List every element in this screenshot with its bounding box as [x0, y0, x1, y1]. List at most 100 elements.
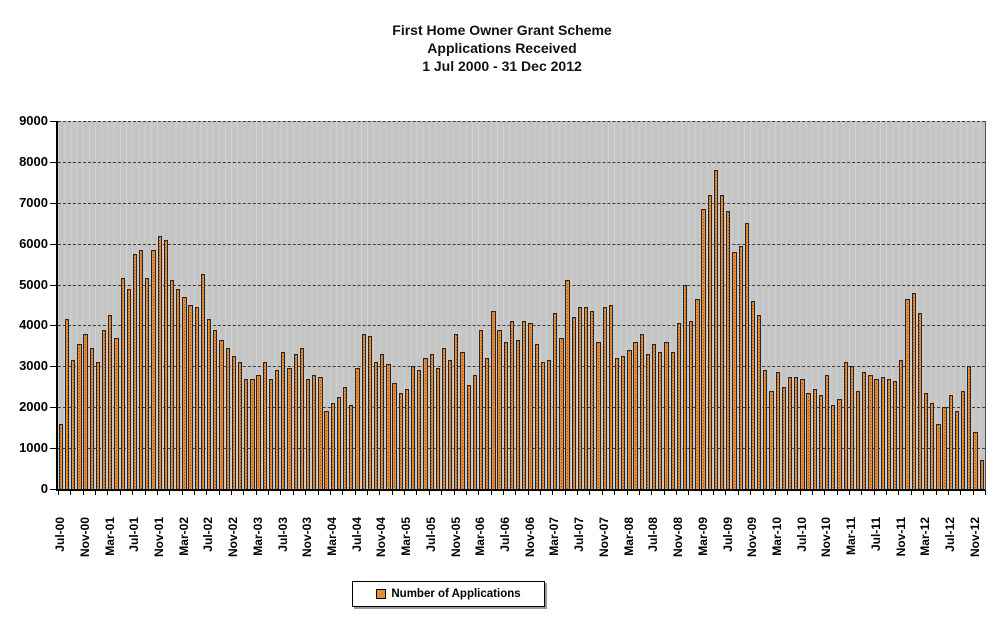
- bar-month-129: [855, 390, 861, 489]
- bar-month-91: [621, 356, 626, 489]
- bar-month-120: [800, 378, 805, 489]
- bar-month-125: [831, 405, 836, 489]
- bar-month-83: [571, 317, 576, 489]
- bar-month-67: [472, 374, 478, 489]
- bar-month-149: [979, 460, 984, 489]
- bar-month-130: [862, 372, 867, 489]
- bar-month-136: [899, 360, 904, 489]
- bar-month-14: [145, 278, 150, 489]
- x-axis-tick: [663, 491, 665, 495]
- bar-month-138: [911, 292, 916, 489]
- x-axis-label-Mar-06: Mar-06: [473, 517, 488, 556]
- x-axis-tick: [713, 491, 715, 495]
- bar-month-142: [936, 423, 941, 489]
- x-axis-tick: [985, 491, 986, 495]
- x-axis-label-Nov-11: Nov-11: [893, 517, 908, 557]
- y-axis-label-5000: 5000: [19, 276, 48, 292]
- x-axis-tick: [638, 491, 640, 495]
- bar-month-11: [126, 288, 131, 489]
- bar-month-147: [967, 366, 972, 489]
- x-axis-tick: [861, 491, 863, 495]
- bar-month-49: [361, 333, 366, 489]
- bar-month-22: [194, 307, 199, 489]
- bar-month-20: [182, 296, 187, 489]
- y-axis-tick: [50, 202, 56, 204]
- bar-month-96: [651, 343, 657, 489]
- bar-month-119: [794, 376, 799, 489]
- gridline-9000: [58, 121, 985, 122]
- bar-month-15: [151, 249, 156, 489]
- bar-month-65: [460, 352, 465, 489]
- bar-month-61: [435, 368, 440, 489]
- x-axis-tick: [58, 491, 59, 495]
- x-axis-tick: [725, 491, 727, 495]
- bar-month-4: [83, 333, 88, 489]
- y-axis-label-9000: 9000: [19, 113, 48, 128]
- x-axis-label-Mar-12: Mar-12: [918, 517, 933, 556]
- bar-month-100: [676, 323, 681, 489]
- bar-month-95: [645, 354, 651, 489]
- x-axis-tick: [206, 491, 208, 495]
- y-axis-label-0: 0: [40, 481, 48, 496]
- x-axis-tick: [354, 491, 356, 495]
- x-axis-label-Jul-09: Jul-09: [720, 517, 735, 552]
- x-axis-tick: [317, 491, 319, 495]
- x-axis-tick: [762, 491, 764, 495]
- bar-month-77: [534, 343, 539, 489]
- bar-month-46: [342, 386, 348, 489]
- x-axis-label-Mar-10: Mar-10: [769, 517, 784, 556]
- y-axis-tick: [50, 121, 56, 122]
- x-axis-label-Nov-10: Nov-10: [819, 517, 834, 558]
- legend-marker-icon: [376, 589, 387, 599]
- x-axis-tick: [255, 491, 257, 495]
- bar-month-21: [188, 305, 193, 489]
- bar-month-128: [849, 366, 854, 489]
- bar-month-99: [670, 352, 675, 489]
- y-axis-label-4000: 4000: [19, 317, 48, 333]
- x-axis-tick: [540, 491, 542, 495]
- bar-month-118: [787, 376, 793, 489]
- bar-month-122: [812, 388, 817, 489]
- x-axis-label-Mar-03: Mar-03: [250, 517, 265, 556]
- x-axis-label-Jul-05: Jul-05: [423, 517, 438, 552]
- x-axis-tick: [156, 491, 158, 495]
- bar-month-88: [602, 307, 607, 489]
- y-axis-tick: [50, 366, 56, 368]
- y-axis-tick: [50, 284, 56, 286]
- x-axis-tick: [750, 491, 752, 495]
- x-axis-label-Jul-01: Jul-01: [127, 517, 142, 552]
- x-axis-tick: [478, 491, 480, 495]
- x-axis-label-Mar-09: Mar-09: [695, 517, 710, 556]
- x-axis-label-Jul-03: Jul-03: [275, 517, 290, 552]
- x-axis-label-Nov-08: Nov-08: [671, 517, 686, 558]
- bar-month-28: [231, 356, 236, 489]
- x-axis-tick: [700, 491, 702, 495]
- bar-month-27: [225, 347, 230, 489]
- bar-month-145: [954, 411, 960, 489]
- x-axis-tick: [527, 491, 529, 495]
- x-axis-tick: [243, 491, 245, 495]
- x-axis-tick: [441, 491, 443, 495]
- bar-month-89: [608, 305, 613, 489]
- bar-month-103: [695, 298, 700, 489]
- x-axis-tick: [416, 491, 418, 495]
- x-axis-tick: [379, 491, 381, 495]
- x-axis-label-Nov-01: Nov-01: [151, 517, 166, 558]
- bar-month-140: [923, 392, 929, 489]
- chart-title-line1: First Home Owner Grant Scheme: [392, 22, 612, 38]
- bar-month-104: [701, 208, 706, 489]
- gridline-1000: [58, 448, 985, 450]
- gridline-6000: [58, 243, 985, 245]
- x-axis-tick: [886, 491, 888, 495]
- bar-month-38: [293, 354, 298, 489]
- x-axis-label-Jul-12: Jul-12: [943, 517, 957, 552]
- bar-month-50: [367, 335, 372, 489]
- x-axis-tick: [82, 491, 84, 495]
- x-axis-tick: [515, 491, 517, 495]
- bar-month-76: [528, 323, 533, 489]
- x-axis-label-Mar-05: Mar-05: [399, 517, 414, 556]
- x-axis-tick: [960, 491, 962, 495]
- y-axis-label-1000: 1000: [19, 440, 48, 456]
- bar-month-26: [219, 339, 224, 489]
- x-axis-tick: [305, 491, 307, 495]
